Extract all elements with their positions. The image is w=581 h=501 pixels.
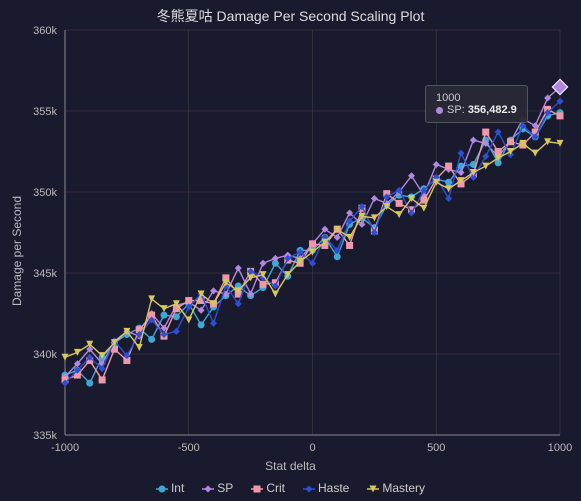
diamond-icon [303,483,313,493]
svg-text:335k: 335k [33,430,57,442]
svg-text:355k: 355k [33,106,57,118]
legend-item-mastery[interactable]: Mastery [367,481,425,495]
dps-scaling-chart: 冬熊夏咕 Damage Per Second Scaling Plot Dama… [0,0,581,501]
diamond-icon [202,483,212,493]
legend-label: Haste [318,481,349,495]
plot-svg: -1000-50005001000335k340k345k350k355k360… [65,30,560,435]
svg-text:345k: 345k [33,268,57,280]
circle-icon [156,483,166,493]
svg-text:1000: 1000 [548,442,572,454]
legend-label: Mastery [382,481,425,495]
svg-text:-1000: -1000 [51,442,79,454]
svg-text:0: 0 [309,442,315,454]
legend-item-haste[interactable]: Haste [303,481,349,495]
chart-title: 冬熊夏咕 Damage Per Second Scaling Plot [0,6,581,26]
triangle-down-icon [367,483,377,493]
y-axis-label: Damage per Second [10,195,24,305]
svg-text:350k: 350k [33,187,57,199]
legend-label: SP [217,481,233,495]
x-axis-label: Stat delta [0,459,581,473]
svg-text:500: 500 [427,442,445,454]
legend-item-int[interactable]: Int [156,481,184,495]
plot-area[interactable]: -1000-50005001000335k340k345k350k355k360… [65,30,560,435]
svg-text:-500: -500 [178,442,200,454]
svg-text:360k: 360k [33,25,57,37]
svg-text:340k: 340k [33,349,57,361]
square-icon [251,483,261,493]
legend-item-crit[interactable]: Crit [251,481,285,495]
legend-item-sp[interactable]: SP [202,481,233,495]
legend-label: Int [171,481,184,495]
legend-label: Crit [266,481,285,495]
legend: Int SP Crit Haste Mastery [0,481,581,495]
